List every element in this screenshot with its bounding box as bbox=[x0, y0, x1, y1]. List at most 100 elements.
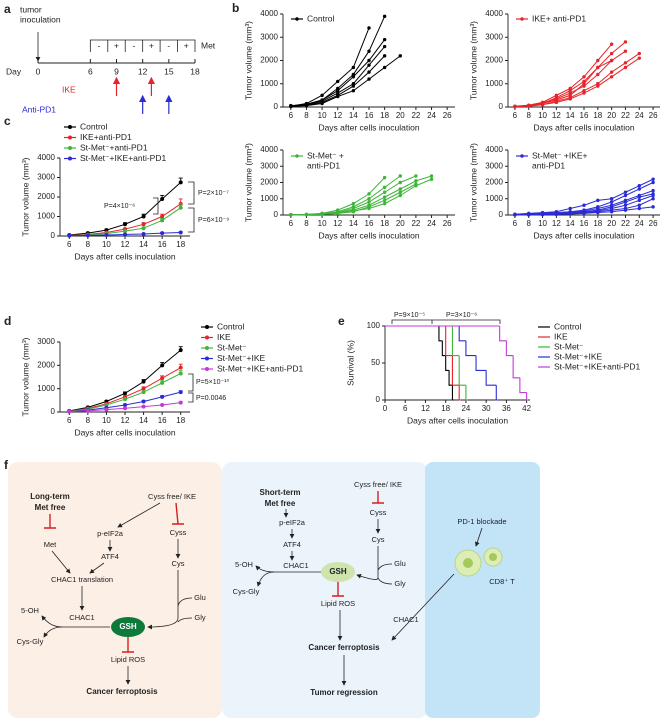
data-point bbox=[382, 54, 387, 58]
data-point bbox=[382, 190, 387, 194]
met-sign: - bbox=[133, 40, 136, 50]
legend-marker bbox=[205, 346, 209, 350]
survival-step bbox=[445, 326, 453, 357]
data-point bbox=[651, 188, 655, 193]
data-point bbox=[160, 214, 165, 219]
legend-marker bbox=[205, 325, 209, 329]
p-value: P=9×10⁻⁵ bbox=[394, 312, 425, 319]
x-tick-label: 22 bbox=[621, 219, 630, 228]
data-point bbox=[123, 229, 127, 234]
day-label: Day bbox=[6, 66, 22, 76]
data-point bbox=[429, 177, 434, 181]
connector bbox=[377, 563, 393, 571]
timeline-day: 0 bbox=[36, 66, 41, 76]
gsh-node bbox=[321, 562, 355, 582]
met-sign: + bbox=[114, 40, 119, 50]
node: Tumor regression bbox=[310, 688, 378, 697]
data-point bbox=[429, 174, 434, 178]
data-point bbox=[568, 93, 572, 98]
pd1-label: Anti-PD1 bbox=[22, 104, 56, 114]
series-line bbox=[290, 27, 370, 107]
panel-label: e bbox=[338, 314, 345, 328]
significance-bracket bbox=[391, 319, 433, 324]
y-axis-label: Tumor volume (mm³) bbox=[243, 21, 253, 100]
series-line bbox=[514, 53, 640, 108]
node: Gly bbox=[194, 613, 206, 622]
data-point bbox=[351, 209, 356, 213]
data-point bbox=[582, 203, 586, 207]
series-line bbox=[514, 60, 612, 107]
connector bbox=[377, 577, 393, 585]
x-tick-label: 26 bbox=[649, 111, 658, 120]
arrow bbox=[391, 573, 455, 641]
legend-label: IKE bbox=[217, 332, 231, 342]
panel-label: b bbox=[232, 1, 239, 15]
data-point bbox=[304, 103, 309, 108]
data-point bbox=[609, 70, 614, 74]
legend-marker bbox=[295, 17, 299, 21]
data-point bbox=[160, 403, 165, 407]
gsh-node bbox=[111, 617, 145, 637]
x-tick-label: 22 bbox=[411, 111, 420, 120]
data-point bbox=[85, 408, 90, 413]
x-tick-label: 16 bbox=[158, 416, 167, 425]
data-point bbox=[141, 214, 146, 219]
node: Met free bbox=[265, 499, 296, 508]
inhibition bbox=[372, 491, 384, 504]
x-tick-label: 22 bbox=[621, 111, 630, 120]
significance-bracket bbox=[188, 207, 195, 233]
data-point bbox=[554, 98, 559, 102]
x-tick-label: 24 bbox=[461, 404, 470, 413]
x-tick-label: 10 bbox=[318, 111, 327, 120]
data-point bbox=[336, 94, 340, 99]
x-tick-label: 6 bbox=[513, 219, 518, 228]
legend-label: Control bbox=[307, 13, 335, 23]
legend-label: IKE+ anti-PD1 bbox=[532, 13, 586, 23]
x-tick-label: 20 bbox=[607, 111, 616, 120]
x-tick-label: 18 bbox=[593, 111, 602, 120]
y-axis-label: Tumor volume (mm³) bbox=[20, 157, 30, 236]
x-tick-label: 14 bbox=[349, 219, 358, 228]
y-tick-label: 2000 bbox=[37, 192, 55, 201]
legend-label: anti-PD1 bbox=[532, 160, 565, 170]
middle-panel bbox=[222, 462, 428, 718]
data-point bbox=[637, 187, 641, 191]
node: Glu bbox=[194, 593, 206, 602]
data-point bbox=[398, 174, 402, 178]
data-point bbox=[123, 222, 127, 227]
x-axis-label: Days after cells inoculation bbox=[533, 122, 634, 132]
y-tick-label: 2000 bbox=[37, 360, 55, 369]
data-point bbox=[367, 192, 371, 196]
node: Cys bbox=[372, 535, 385, 544]
data-point bbox=[178, 205, 183, 210]
p-value: P=0.0046 bbox=[196, 395, 226, 402]
timeline-day: 6 bbox=[88, 66, 93, 76]
y-tick-label: 1000 bbox=[260, 194, 278, 203]
y-tick-label: 100 bbox=[367, 321, 381, 330]
data-point bbox=[178, 230, 183, 235]
data-point bbox=[609, 75, 614, 79]
data-point bbox=[596, 72, 600, 77]
arrow bbox=[256, 571, 275, 587]
data-point bbox=[527, 103, 531, 108]
node: CHAC1 bbox=[393, 615, 418, 624]
data-point bbox=[568, 97, 572, 101]
y-tick-label: 4000 bbox=[260, 145, 278, 154]
data-point bbox=[367, 206, 371, 211]
x-tick-label: 20 bbox=[396, 219, 405, 228]
data-point bbox=[178, 348, 183, 353]
y-tick-label: 3000 bbox=[485, 32, 503, 41]
data-point bbox=[513, 104, 517, 109]
x-tick-label: 18 bbox=[380, 111, 389, 120]
met-sign: - bbox=[167, 40, 170, 50]
data-point bbox=[320, 212, 324, 217]
data-point bbox=[141, 379, 146, 384]
data-point bbox=[609, 51, 614, 56]
significance-bracket bbox=[188, 373, 194, 392]
data-point bbox=[178, 371, 183, 376]
node: Cyss bbox=[170, 528, 187, 537]
data-point bbox=[85, 233, 90, 238]
right-panel bbox=[425, 462, 540, 718]
x-tick-label: 16 bbox=[580, 219, 589, 228]
legend-label: St-Met⁻+IKE+anti-PD1 bbox=[217, 363, 303, 373]
